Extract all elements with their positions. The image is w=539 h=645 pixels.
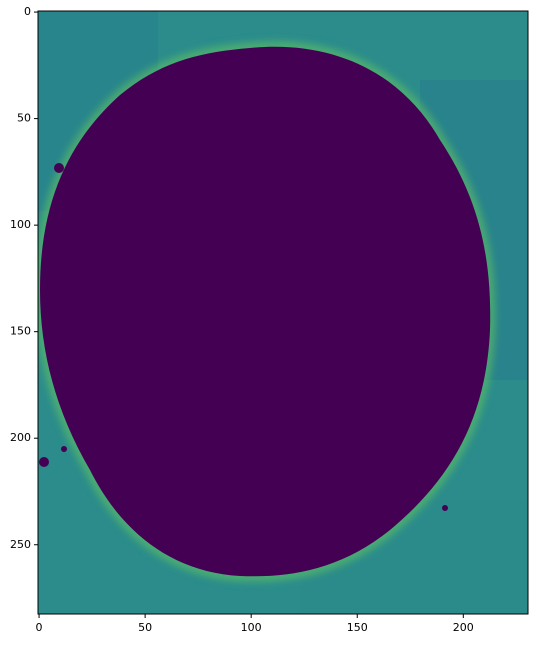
y-tick-label: 0 — [24, 5, 31, 18]
x-tick-label: 150 — [347, 621, 368, 634]
image-region — [40, 46, 491, 577]
y-tick-label: 100 — [10, 218, 31, 231]
y-tick-label: 200 — [10, 431, 31, 444]
image-spot — [61, 446, 67, 452]
image-spot — [54, 163, 64, 173]
image — [38, 11, 528, 614]
image-spot — [442, 505, 448, 511]
y-tick-label: 150 — [10, 325, 31, 338]
x-tick-label: 50 — [138, 621, 152, 634]
axes-frame — [37, 10, 529, 615]
image-spot — [39, 457, 49, 467]
y-tick-label: 250 — [10, 538, 31, 551]
x-tick-label: 200 — [453, 621, 474, 634]
y-tick-label: 50 — [17, 112, 31, 125]
x-tick-label: 100 — [241, 621, 262, 634]
x-tick-label: 0 — [36, 621, 43, 634]
